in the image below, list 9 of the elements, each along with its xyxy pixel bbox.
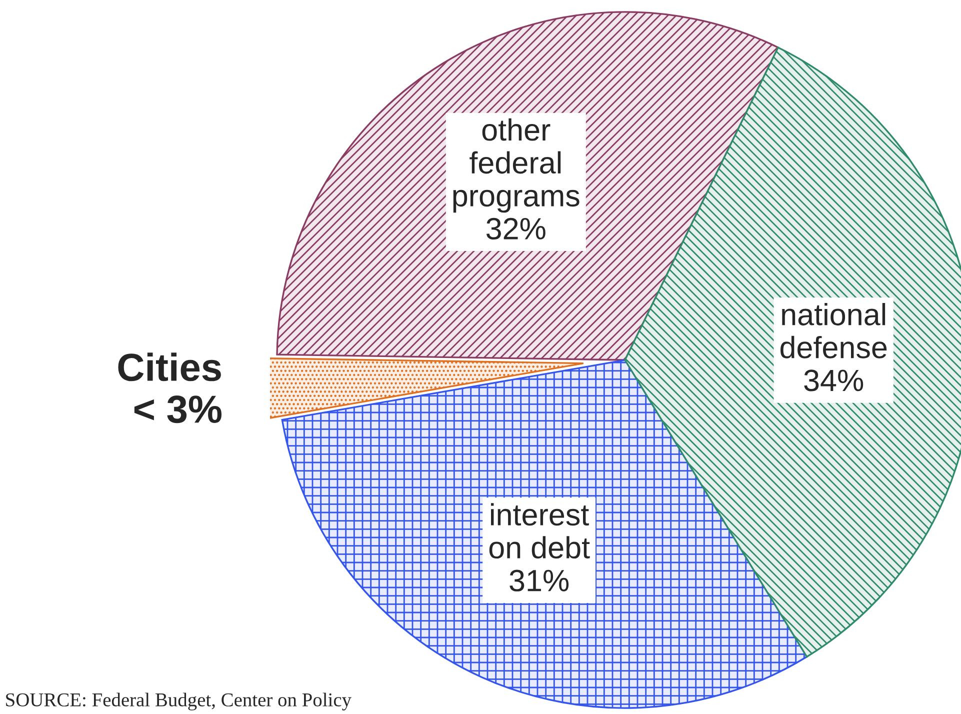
slice-label: Cities [118, 352, 221, 382]
slice-label: interest on debt [489, 503, 590, 559]
data-label: 34% [804, 370, 864, 392]
slice-label: other federal programs [453, 118, 580, 213]
data-label: 32% [486, 218, 546, 240]
slice-label: national defense [780, 303, 887, 358]
data-label: 31% [510, 570, 569, 592]
source-note: SOURCE: Federal Budget, Center on Policy [6, 692, 352, 710]
data-label: < 3% [134, 396, 222, 424]
